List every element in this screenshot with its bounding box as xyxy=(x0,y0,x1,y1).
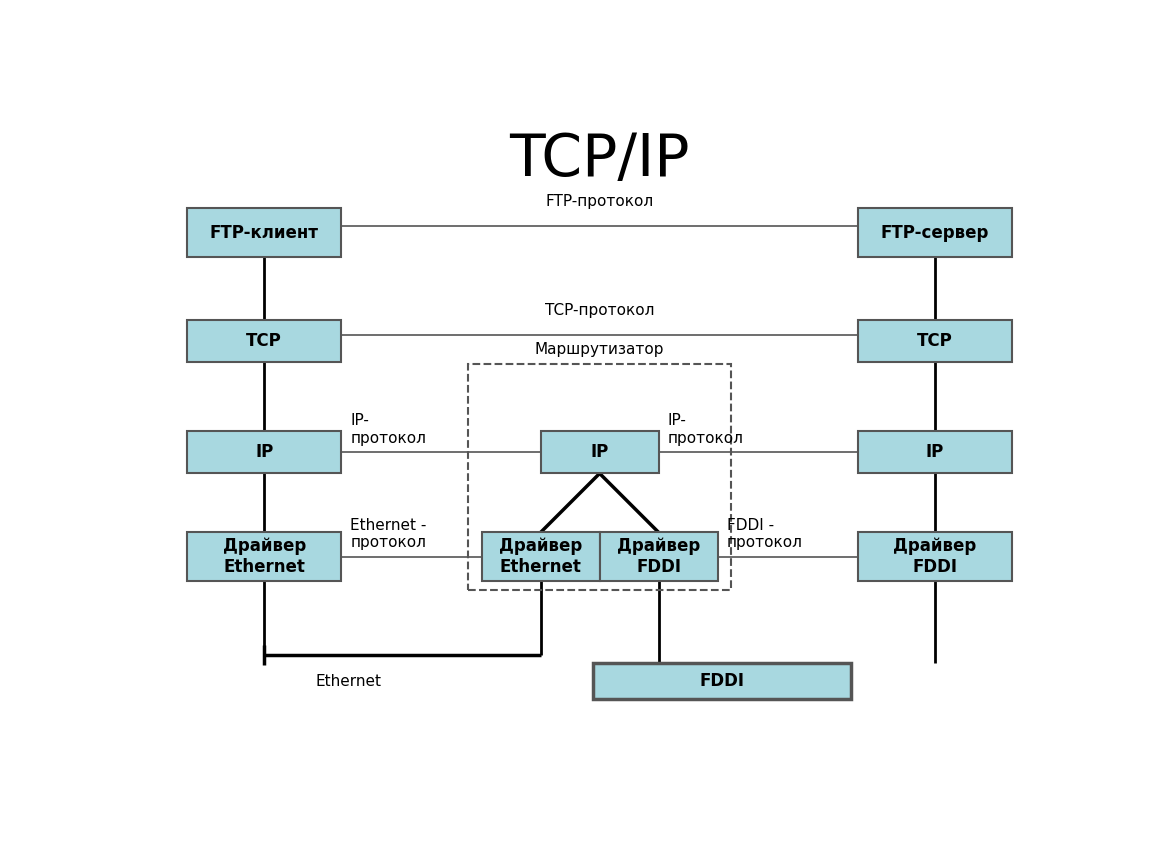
Text: Драйвер
FDDI: Драйвер FDDI xyxy=(894,537,977,576)
Text: FDDI -
протокол: FDDI - протокол xyxy=(727,518,803,550)
Text: Драйвер
FDDI: Драйвер FDDI xyxy=(617,537,700,576)
FancyBboxPatch shape xyxy=(482,532,599,581)
FancyBboxPatch shape xyxy=(187,320,342,362)
Text: TCP-протокол: TCP-протокол xyxy=(545,303,654,318)
Text: IP: IP xyxy=(925,443,944,462)
FancyBboxPatch shape xyxy=(858,532,1012,581)
Text: Драйвер
Ethernet: Драйвер Ethernet xyxy=(222,537,305,576)
FancyBboxPatch shape xyxy=(593,663,852,700)
Text: Ethernet: Ethernet xyxy=(315,674,381,689)
FancyBboxPatch shape xyxy=(599,532,717,581)
Text: IP: IP xyxy=(255,443,274,462)
Text: FTP-клиент: FTP-клиент xyxy=(209,224,318,242)
Text: TCP/IP: TCP/IP xyxy=(509,132,690,189)
FancyBboxPatch shape xyxy=(187,532,342,581)
Text: IP: IP xyxy=(591,443,608,462)
FancyBboxPatch shape xyxy=(858,431,1012,473)
FancyBboxPatch shape xyxy=(858,320,1012,362)
Text: TCP: TCP xyxy=(917,332,954,350)
Text: Маршрутизатор: Маршрутизатор xyxy=(535,343,665,357)
Text: FTP-протокол: FTP-протокол xyxy=(545,194,654,209)
Text: Ethernet -
протокол: Ethernet - протокол xyxy=(350,518,427,550)
Text: IP-
протокол: IP- протокол xyxy=(668,413,744,445)
Text: FDDI: FDDI xyxy=(700,672,744,690)
FancyBboxPatch shape xyxy=(187,208,342,258)
FancyBboxPatch shape xyxy=(541,431,659,473)
Text: FTP-сервер: FTP-сервер xyxy=(881,224,990,242)
Text: Драйвер
Ethernet: Драйвер Ethernet xyxy=(500,537,583,576)
FancyBboxPatch shape xyxy=(187,431,342,473)
FancyBboxPatch shape xyxy=(858,208,1012,258)
Text: IP-
протокол: IP- протокол xyxy=(350,413,426,445)
Text: TCP: TCP xyxy=(246,332,282,350)
